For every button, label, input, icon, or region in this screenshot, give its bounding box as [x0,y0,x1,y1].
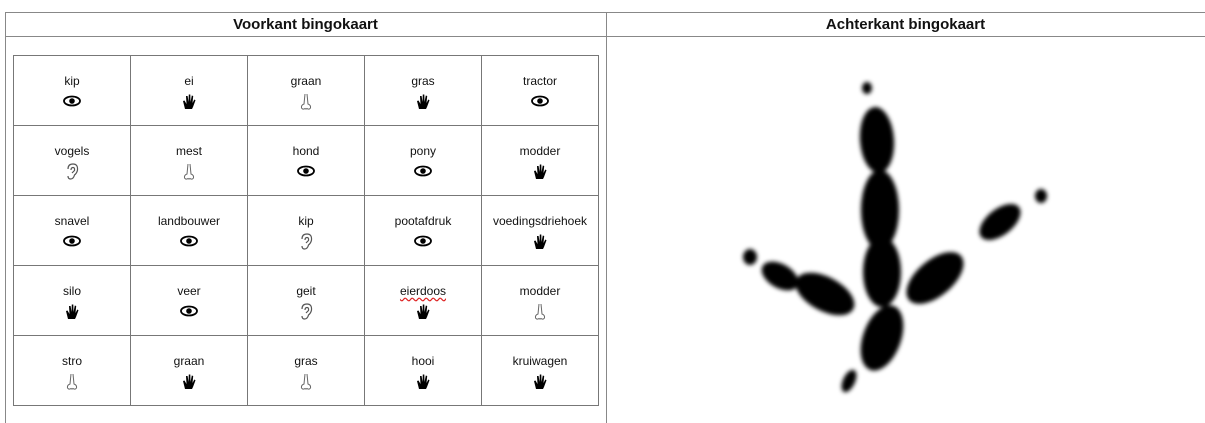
word: geit [296,284,316,298]
word: hond [292,144,320,158]
grid-cell: gras [247,335,365,406]
grid-row: silo veer geit eierdoos modder [13,265,599,336]
grid-cell: geit [247,265,365,336]
pictogram [417,374,430,389]
word: kip [64,74,80,88]
pictogram [534,234,547,249]
pictogram [63,95,81,107]
grid-cell: landbouwer [130,195,248,266]
grid-cell: stro [13,335,131,406]
pictogram [301,233,313,250]
pictogram [300,373,312,390]
pictogram [63,235,81,247]
word: graan [290,74,322,88]
word: pony [409,144,437,158]
grid-cell: pony [364,125,482,196]
word: modder [519,284,561,298]
grid-row: vogels mest hond pony modder [13,125,599,196]
word: kruiwagen [512,354,568,368]
word: eierdoos [399,284,447,298]
word: mest [175,144,202,158]
word: hooi [411,354,435,368]
pictogram [414,165,432,177]
grid-cell: kip [13,55,131,126]
grid-cell: silo [13,265,131,336]
word: vogels [54,144,90,158]
footprint [743,82,1047,393]
pictogram [534,164,547,179]
grid-row: stro graan gras hooi kruiwagen [13,335,599,406]
grid-cell: modder [481,265,599,336]
pictogram [180,305,198,317]
divider [606,13,607,423]
grid-cell: hond [247,125,365,196]
word: ei [184,74,194,88]
word: modder [519,144,561,158]
card-layout: Voorkant bingokaart Achterkant bingokaar… [5,12,1205,423]
word: gras [294,354,318,368]
grid-cell: tractor [481,55,599,126]
grid-cell: ei [130,55,248,126]
grid-cell: veer [130,265,248,336]
pictogram [534,303,546,320]
pictogram [414,235,432,247]
pictogram [417,94,430,109]
grid-cell: modder [481,125,599,196]
pictogram [66,304,79,319]
pictogram [183,94,196,109]
pictogram [183,374,196,389]
word: voedingsdriehoek [492,214,588,228]
back-title: Achterkant bingokaart [606,13,1205,37]
pictogram [300,93,312,110]
bingo-grid: kip ei graan gras tractor vogels mest hond pony m… [13,55,599,406]
word: tractor [522,74,557,88]
pictogram [67,163,79,180]
border [5,13,6,423]
pictogram [301,303,313,320]
pictogram [534,374,547,389]
front-title: Voorkant bingokaart [5,13,606,37]
word: pootafdruk [394,214,452,228]
grid-cell: eierdoos [364,265,482,336]
pictogram [531,95,549,107]
word: stro [61,354,82,368]
pictogram [183,163,195,180]
grid-row: snavel landbouwer kip pootafdruk voedingsdri… [13,195,599,266]
grid-cell: pootafdruk [364,195,482,266]
word: graan [173,354,205,368]
grid-cell: kip [247,195,365,266]
grid-cell: graan [247,55,365,126]
grid-row: kip ei graan gras tractor [13,55,599,126]
word: silo [62,284,81,298]
grid-cell: gras [364,55,482,126]
grid-cell: snavel [13,195,131,266]
grid-cell: hooi [364,335,482,406]
word: gras [411,74,435,88]
grid-cell: graan [130,335,248,406]
pictogram [297,165,315,177]
word: snavel [54,214,90,228]
pictogram [66,373,78,390]
pictogram [180,235,198,247]
word: veer [177,284,201,298]
pictogram [417,304,430,319]
word: kip [298,214,314,228]
grid-cell: mest [130,125,248,196]
grid-cell: kruiwagen [481,335,599,406]
grid-cell: voedingsdriehoek [481,195,599,266]
grid-cell: vogels [13,125,131,196]
word: landbouwer [157,214,221,228]
